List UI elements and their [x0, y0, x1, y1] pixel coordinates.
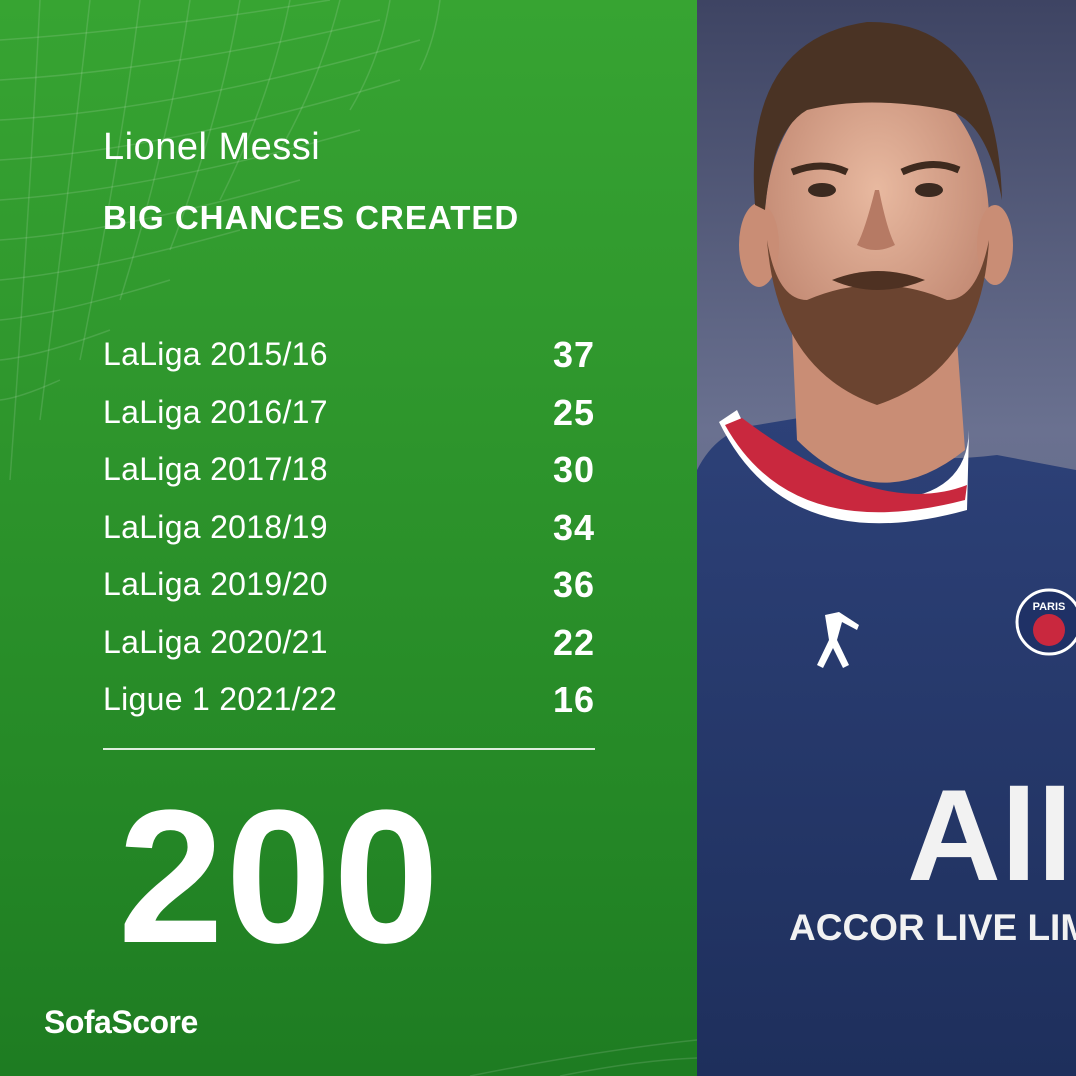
season-value: 22	[552, 621, 595, 663]
season-row: Ligue 1 2021/22 16	[103, 675, 595, 733]
season-row: LaLiga 2019/20 36	[103, 560, 595, 618]
sponsor-text: ACCOR LIVE LIM	[789, 907, 1076, 948]
player-photo: PARIS All ACCOR LIVE LIM	[697, 0, 1076, 1076]
season-value: 34	[552, 506, 595, 548]
season-row: LaLiga 2016/17 25	[103, 388, 595, 446]
sponsor-logo: All	[907, 762, 1073, 908]
season-row: LaLiga 2018/19 34	[103, 503, 595, 561]
stat-title: BIG CHANCES CREATED	[103, 199, 520, 236]
season-value: 30	[552, 449, 595, 490]
total-value: 200	[118, 771, 442, 983]
stats-panel: Lionel Messi BIG CHANCES CREATED LaLiga …	[0, 0, 697, 1076]
season-list: LaLiga 2015/16 37 LaLiga 2016/17 25 LaLi…	[103, 330, 595, 733]
season-label: Ligue 1 2021/22	[103, 681, 338, 717]
season-value: 16	[552, 679, 595, 720]
season-label: LaLiga 2016/17	[103, 393, 328, 430]
season-row: LaLiga 2017/18 30	[103, 445, 595, 503]
divider-line	[103, 748, 595, 750]
goal-net-decoration	[0, 0, 697, 1076]
jordan-logo-icon	[817, 612, 859, 668]
season-row: LaLiga 2015/16 37	[103, 330, 595, 388]
season-label: LaLiga 2015/16	[103, 336, 328, 372]
sofascore-logo: SofaScore	[44, 1004, 198, 1040]
player-illustration: PARIS All ACCOR LIVE LIM	[697, 0, 1076, 1076]
season-value: 36	[552, 564, 595, 605]
season-label: LaLiga 2017/18	[103, 451, 328, 487]
player-name: Lionel Messi	[103, 126, 321, 168]
season-row: LaLiga 2020/21 22	[103, 618, 595, 676]
crest-text: PARIS	[1033, 601, 1066, 613]
season-label: LaLiga 2018/19	[103, 508, 328, 545]
season-value: 25	[552, 391, 595, 433]
season-label: LaLiga 2019/20	[103, 566, 328, 602]
season-value: 37	[552, 334, 595, 375]
season-label: LaLiga 2020/21	[103, 623, 328, 660]
